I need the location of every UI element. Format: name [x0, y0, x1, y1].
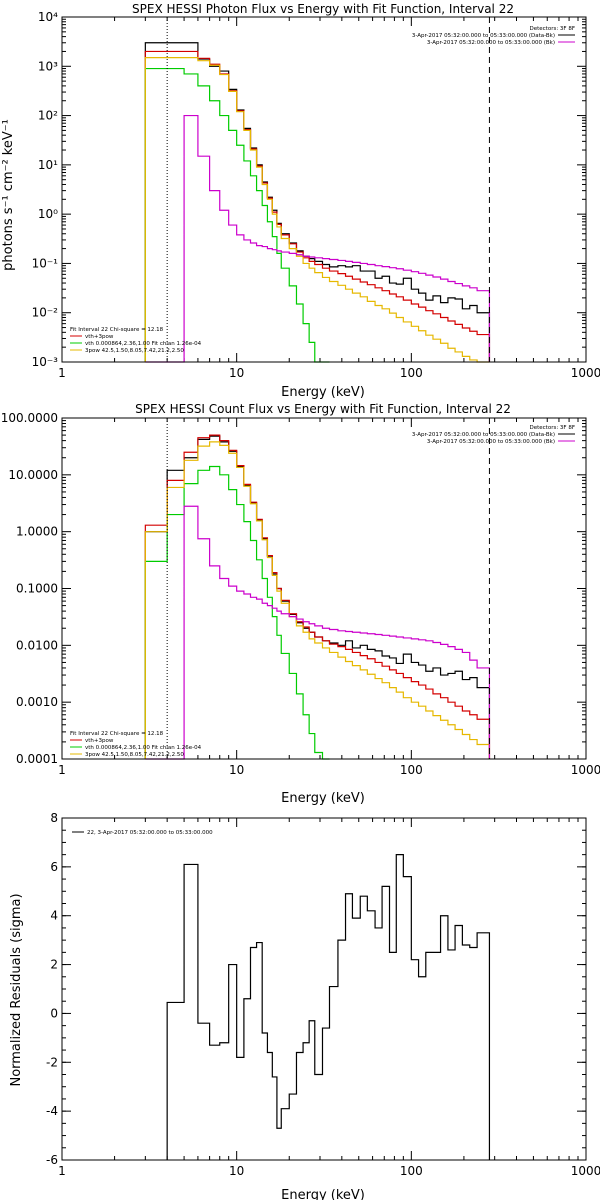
- count-legend-top: Detectors: 3F 8F 3-Apr-2017 05:32:00.000…: [412, 425, 575, 445]
- residuals-legend: 22, 3-Apr-2017 05:32:00.000 to 05:33:00.…: [72, 830, 213, 836]
- photon-y-axis-label: photons s⁻¹ cm⁻² keV⁻¹: [1, 119, 16, 271]
- y-tick-label: 0.0100: [16, 638, 58, 652]
- photon-legend-3pow: 3pow 42.5,1.50,8.05,7.42,21.2,2.50: [85, 348, 184, 354]
- photon-legend-vth: vth 0.000864,2.36,1.00 Fit chian 1.26e-0…: [85, 341, 202, 347]
- x-tick-label: 100: [400, 1164, 423, 1178]
- y-tick-label: 0: [50, 1006, 58, 1020]
- series-line-2: [144, 465, 330, 760]
- photon-x-axis-label: Energy (keV): [281, 385, 365, 400]
- x-tick-label: 1000: [571, 1164, 600, 1178]
- photon-legend-total: vth+3pow: [85, 334, 114, 340]
- series-line-4: [145, 505, 491, 760]
- y-tick-label: 10³: [38, 59, 58, 73]
- series-line-3: [144, 57, 490, 363]
- y-tick-label: -2: [46, 1055, 58, 1069]
- photon-legend-bk: 3-Apr-2017 05:32:00.000 to 05:33:00.000 …: [427, 40, 555, 46]
- count-legend-fit-interval: Fit Interval 22 Chi-square = 12.18: [70, 731, 164, 737]
- count-plot-frame: [61, 417, 587, 760]
- y-tick-label: 1.0000: [16, 525, 58, 539]
- series-line-1: [144, 50, 491, 362]
- x-tick-label: 1000: [571, 763, 600, 777]
- series-line-0: [144, 42, 491, 362]
- count-x-axis-label: Energy (keV): [281, 791, 365, 806]
- x-tick-label: 1: [58, 1164, 66, 1178]
- y-tick-label: 100.0000: [1, 411, 58, 425]
- photon-legend-data-bk: 3-Apr-2017 05:32:00.000 to 05:33:00.000 …: [412, 33, 555, 39]
- count-legend-3pow: 3pow 42.5,1.50,8.05,7.42,21.2,2.50: [85, 752, 184, 758]
- y-tick-label: 6: [50, 860, 58, 874]
- x-tick-label: 10: [229, 366, 244, 380]
- y-tick-label: 10.0000: [8, 468, 58, 482]
- photon-plot-frame: [61, 16, 587, 363]
- y-tick-label: -6: [46, 1153, 58, 1167]
- y-tick-label: 4: [50, 909, 58, 923]
- residuals-panel: Energy (keV) Normalized Residuals (sigma…: [9, 811, 600, 1200]
- photon-chart-title: SPEX HESSI Photon Flux vs Energy with Fi…: [132, 2, 514, 16]
- y-tick-label: -4: [46, 1104, 58, 1118]
- y-tick-label: 0.1000: [16, 582, 58, 596]
- series-line-0: [144, 435, 491, 759]
- x-tick-label: 10: [229, 1164, 244, 1178]
- count-legend-detectors: Detectors: 3F 8F: [529, 425, 575, 431]
- x-tick-label: 1: [58, 763, 66, 777]
- count-legend-bottom: Fit Interval 22 Chi-square = 12.18 vth+3…: [70, 731, 202, 758]
- x-tick-label: 100: [400, 763, 423, 777]
- photon-legend-top: Detectors: 3F 8F 3-Apr-2017 05:32:00.000…: [412, 26, 575, 46]
- residuals-legend-text: 22, 3-Apr-2017 05:32:00.000 to 05:33:00.…: [87, 830, 213, 836]
- series-line-2: [144, 67, 330, 363]
- x-tick-label: 100: [400, 366, 423, 380]
- y-tick-label: 0.0001: [16, 752, 58, 766]
- count-legend-data-bk: 3-Apr-2017 05:32:00.000 to 05:33:00.000 …: [412, 432, 555, 438]
- x-tick-label: 1000: [571, 366, 600, 380]
- count-flux-panel: SPEX HESSI Count Flux vs Energy with Fit…: [1, 402, 600, 806]
- residuals-x-axis-label: Energy (keV): [281, 1188, 365, 1200]
- y-tick-label: 10⁻¹: [32, 256, 59, 270]
- photon-legend-bottom: Fit Interval 22 Chi-square = 12.18 vth+3…: [70, 327, 202, 354]
- photon-legend-fit-interval: Fit Interval 22 Chi-square = 12.18: [70, 327, 164, 333]
- y-tick-label: 8: [50, 811, 58, 825]
- x-tick-label: 10: [229, 763, 244, 777]
- photon-legend-detectors: Detectors: 3F 8F: [529, 26, 575, 32]
- residuals-y-axis-label: Normalized Residuals (sigma): [9, 893, 24, 1086]
- residuals-plot-frame: [61, 817, 587, 1161]
- photon-flux-panel: SPEX HESSI Photon Flux vs Energy with Fi…: [1, 2, 600, 400]
- count-legend-vth: vth 0.000864,2.36,1.00 Fit chian 1.26e-0…: [85, 745, 202, 751]
- y-tick-label: 10⁻³: [32, 355, 59, 369]
- series-line-0: [166, 854, 491, 1160]
- y-tick-label: 10⁰: [38, 207, 58, 221]
- count-legend-bk: 3-Apr-2017 05:32:00.000 to 05:33:00.000 …: [427, 439, 555, 445]
- y-tick-label: 10¹: [38, 158, 58, 172]
- series-line-4: [145, 114, 491, 363]
- count-legend-total: vth+3pow: [85, 738, 114, 744]
- count-chart-title: SPEX HESSI Count Flux vs Energy with Fit…: [135, 402, 511, 416]
- y-tick-label: 10²: [38, 109, 58, 123]
- y-tick-label: 10⁴: [38, 10, 58, 24]
- series-line-3: [144, 441, 491, 759]
- y-tick-label: 2: [50, 958, 58, 972]
- x-tick-label: 1: [58, 366, 66, 380]
- y-tick-label: 10⁻²: [32, 306, 59, 320]
- y-tick-label: 0.0010: [16, 695, 58, 709]
